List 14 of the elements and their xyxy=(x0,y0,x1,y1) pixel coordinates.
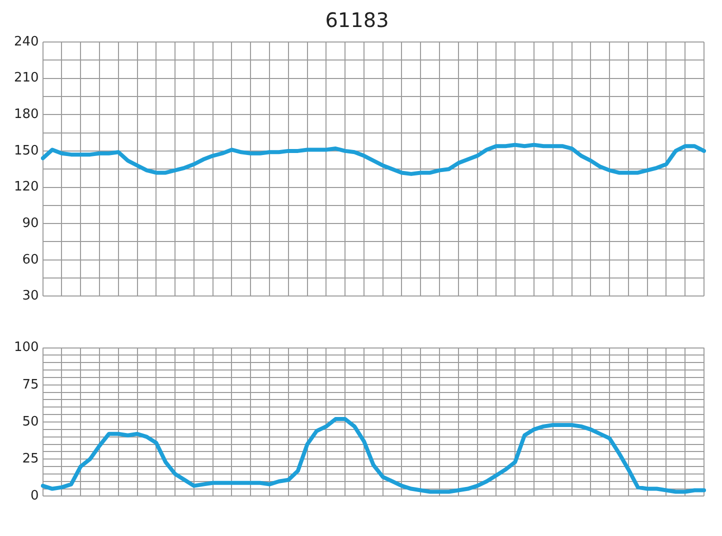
chart-title: 61183 xyxy=(325,8,389,32)
y-tick-label: 120 xyxy=(14,180,39,195)
y-tick-label: 240 xyxy=(14,34,39,50)
y-tick-label: 25 xyxy=(22,451,39,466)
y-tick-label: 100 xyxy=(14,340,39,356)
y-tick-label: 180 xyxy=(14,107,39,122)
y-tick-label: 90 xyxy=(22,216,39,231)
y-tick-label: 150 xyxy=(14,143,39,158)
y-tick-label: 50 xyxy=(22,414,39,430)
y-tick-label: 0 xyxy=(30,488,39,504)
y-tick-label: 60 xyxy=(22,252,39,268)
y-tick-label: 75 xyxy=(22,377,39,392)
y-tick-label: 30 xyxy=(22,288,39,304)
y-tick-label: 210 xyxy=(14,70,39,86)
